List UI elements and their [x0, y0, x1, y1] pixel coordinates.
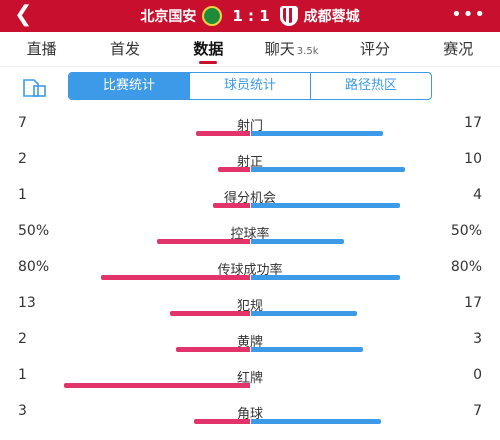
stats-segment-control: 比赛统计 球员统计 路径热区	[68, 72, 432, 100]
stat-name: 红牌	[236, 371, 263, 386]
tab-1[interactable]: 首发	[83, 32, 166, 66]
segment-0[interactable]: 比赛统计	[69, 73, 189, 99]
stat-row: 80% 传球成功率 80%	[0, 259, 500, 295]
tab-label: 赛况	[443, 40, 474, 58]
home-stat-value: 50%	[18, 223, 50, 239]
stat-row: 50% 控球率 50%	[0, 223, 500, 259]
away-stat-bar	[251, 239, 344, 244]
away-stat-value: 10	[464, 151, 482, 167]
stat-row: 7 射门 17	[0, 115, 500, 151]
home-stat-value: 7	[18, 115, 27, 131]
home-stat-value: 3	[18, 403, 27, 419]
match-tabs: 直播 首发 数据 聊天 3.5k 评分 赛况	[0, 32, 500, 67]
home-stat-value: 80%	[18, 259, 50, 275]
tab-4[interactable]: 评分	[333, 32, 416, 66]
home-team-crest-icon[interactable]	[202, 6, 223, 26]
away-stat-value: 80%	[450, 259, 482, 275]
home-stat-bar	[213, 203, 250, 208]
home-stat-value: 2	[18, 151, 27, 167]
stat-row: 1 得分机会 4	[0, 187, 500, 223]
stat-name: 控球率	[230, 227, 270, 242]
stat-row: 13 犯规 17	[0, 295, 500, 331]
stat-name: 角球	[236, 407, 263, 422]
away-stat-value: 4	[473, 187, 482, 203]
home-stat-value: 2	[18, 331, 27, 347]
away-stat-value: 17	[464, 115, 482, 131]
home-stat-bar	[64, 383, 250, 388]
home-stat-bar	[170, 311, 250, 316]
home-stat-bar	[176, 347, 250, 352]
home-stat-value: 1	[18, 187, 27, 203]
away-stat-value: 7	[473, 403, 482, 419]
match-info: 北京国安 1 : 1 成都蓉城	[0, 0, 500, 32]
home-stat-bar	[196, 131, 250, 136]
away-stat-bar	[251, 275, 400, 280]
stat-name: 黄牌	[236, 335, 263, 350]
home-stat-bar	[218, 167, 250, 172]
tab-label: 聊天	[264, 40, 295, 58]
home-team-name[interactable]: 北京国安	[140, 9, 197, 25]
away-stat-bar	[251, 131, 383, 136]
layout-toggle-icon[interactable]	[20, 77, 48, 99]
tab-0[interactable]: 直播	[0, 32, 83, 66]
away-stat-value: 50%	[450, 223, 482, 239]
segment-2[interactable]: 路径热区	[310, 73, 431, 99]
stat-name: 得分机会	[223, 191, 276, 206]
away-stat-bar	[251, 311, 357, 316]
away-stat-bar	[251, 347, 363, 352]
chevron-left-icon[interactable]: ❮	[14, 2, 33, 27]
away-stat-value: 3	[473, 331, 482, 347]
away-stat-bar	[251, 419, 381, 424]
away-stat-bar	[251, 167, 405, 172]
match-header: ❮ 北京国安 1 : 1 成都蓉城 •••	[0, 0, 500, 32]
away-stat-value: 17	[464, 295, 482, 311]
home-stat-bar	[194, 419, 250, 424]
stat-row: 2 射正 10	[0, 151, 500, 187]
home-stat-value: 1	[18, 367, 27, 383]
home-stat-value: 13	[18, 295, 36, 311]
stat-row: 1 红牌 0	[0, 367, 500, 403]
tab-badge: 3.5k	[296, 46, 319, 57]
stat-name: 射门	[236, 119, 263, 134]
away-team-crest-icon[interactable]	[279, 6, 298, 26]
tab-label: 首发	[109, 40, 140, 58]
stat-name: 射正	[236, 155, 263, 170]
more-dots-icon[interactable]: •••	[451, 4, 486, 25]
stat-name: 犯规	[236, 299, 263, 314]
away-stat-bar	[251, 203, 400, 208]
home-stat-bar	[157, 239, 250, 244]
away-stat-value: 0	[473, 367, 482, 383]
tab-label: 数据	[193, 40, 224, 58]
away-team-name[interactable]: 成都蓉城	[303, 9, 360, 25]
stat-row: 2 黄牌 3	[0, 331, 500, 367]
home-stat-bar	[101, 275, 250, 280]
tab-label: 直播	[26, 40, 57, 58]
segment-1[interactable]: 球员统计	[189, 73, 310, 99]
tab-3[interactable]: 聊天 3.5k	[250, 32, 333, 66]
match-score: 1 : 1	[232, 7, 270, 25]
tab-2[interactable]: 数据	[167, 32, 250, 66]
tab-label: 评分	[359, 40, 390, 58]
stat-row: 3 角球 7	[0, 403, 500, 439]
tab-5[interactable]: 赛况	[417, 32, 500, 66]
stat-name: 传球成功率	[217, 263, 283, 278]
